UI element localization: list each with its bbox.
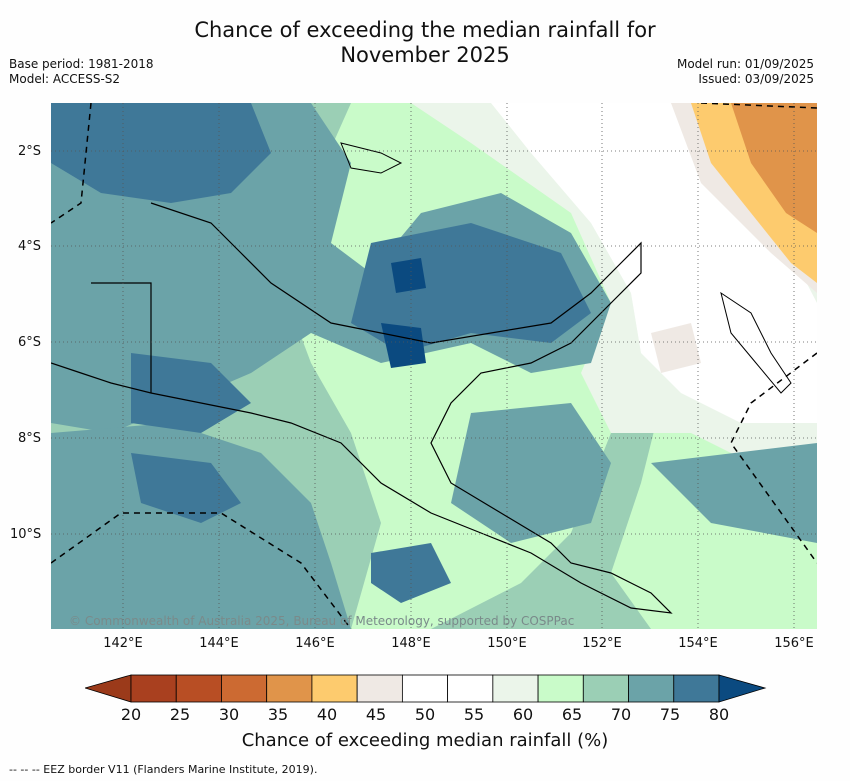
colorbar-tick-label: 80 [708,705,730,724]
colorbar-cell [175,674,222,703]
lon-label-142e: 142°E [103,636,143,651]
copyright-text: © Commonwealth of Australia 2025, Bureau… [69,614,575,628]
colorbar-tick-label: 25 [169,705,191,724]
colorbar-tick-label: 65 [561,705,583,724]
colorbar-cell [537,674,584,703]
eez-border-nw [51,103,92,224]
contour-over-80-b [381,323,426,368]
png-coastline [51,202,673,614]
island-coast-a [340,142,403,174]
contour-45-55 [491,103,817,423]
colorbar-cell [401,674,449,703]
colorbar-over-arrow [718,674,767,703]
colorbar-title: Chance of exceeding median rainfall (%) [241,730,609,751]
issued-date: Issued: 03/09/2025 [698,72,814,86]
lat-label-6s: 6°S [18,335,42,350]
colorbar-tick-label: 40 [316,705,338,724]
colorbar-cell [492,674,539,703]
map-title: Chance of exceeding the median rainfall … [0,18,850,68]
colorbar-cell [221,674,268,703]
contour-75-80-south [371,543,451,603]
model-run: Model run: 01/09/2025 [676,57,814,71]
contour-30-35-ne [731,103,817,233]
eez-border-se [730,352,817,564]
contour-75-80-nw [51,103,271,203]
contour-75-80-west [131,353,251,433]
title-line-2: November 2025 [340,43,510,67]
contour-40-45-spot [651,323,701,373]
colorbar-tick-label: 70 [610,705,632,724]
colorbar-tick-label: 55 [463,705,485,724]
lat-label-4s: 4°S [18,239,42,254]
contour-over-80-a [391,258,426,293]
eez-border-ne [700,103,817,109]
colorbar-tick-label: 60 [512,705,534,724]
colorbar-cell [673,674,720,703]
colorbar-cell [582,674,629,703]
colorbar-tick-label: 35 [267,705,289,724]
title-line-1: Chance of exceeding the median rainfall … [194,18,656,42]
colorbar-tick-label: 45 [365,705,387,724]
colorbar-cell [628,674,675,703]
island-coast-b [720,291,792,394]
contour-75-80-sw [131,453,241,523]
colorbar-cell [356,674,403,703]
lon-label-144e: 144°E [199,636,239,651]
lon-label-148e: 148°E [391,636,431,651]
colorbar-tick-label: 50 [414,705,436,724]
colorbar-cell [130,674,177,703]
colorbar-cells [130,674,720,703]
colorbar-tick-label: 20 [120,705,142,724]
lat-label-2s: 2°S [18,144,42,159]
lon-label-156e: 156°E [774,636,814,651]
lon-label-146e: 146°E [295,636,335,651]
model-name: Model: ACCESS-S2 [9,72,121,86]
lon-label-152e: 152°E [582,636,622,651]
map-svg [51,103,817,629]
eez-border-sw [51,512,352,629]
colorbar [85,674,767,703]
colorbar-tick-label: 75 [659,705,681,724]
lat-label-8s: 8°S [18,431,42,446]
lon-label-154e: 154°E [678,636,718,651]
lat-label-10s: 10°S [10,527,42,542]
colorbar-cell [311,674,358,703]
run-issue-info: Model run: 01/09/2025 Issued: 03/09/2025 [677,57,814,87]
colorbar-tick-label: 30 [218,705,240,724]
contour-70-75-south [51,423,351,629]
base-model-info: Base period: 1981-2018 Model: ACCESS-S2 [9,57,154,87]
lon-label-150e: 150°E [487,636,527,651]
colorbar-under-arrow [85,674,132,703]
rainfall-map [51,103,817,629]
colorbar-cell [266,674,313,703]
eez-legend-note: -- -- -- EEZ border V11 (Flanders Marine… [9,763,318,776]
contour-70-75-se [651,443,817,543]
province-border [91,282,152,393]
base-period: Base period: 1981-2018 [9,57,154,71]
colorbar-cell [447,674,494,703]
